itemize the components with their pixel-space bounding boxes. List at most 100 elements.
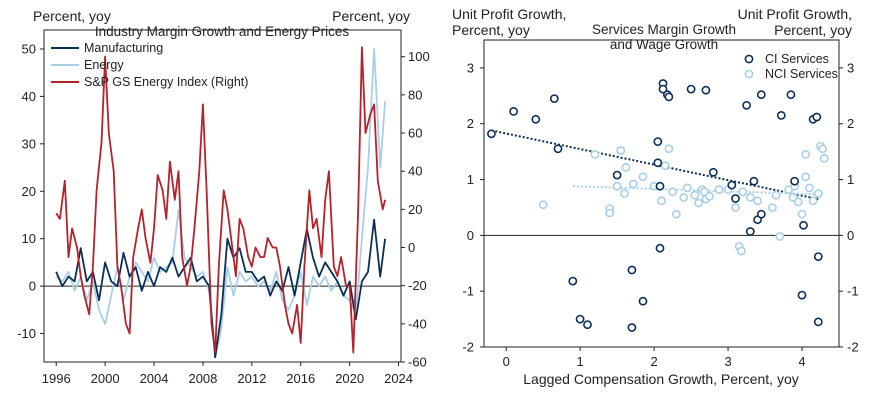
- right-ytick-label: 2: [467, 116, 474, 131]
- left-right-ytick-label: 0: [408, 240, 415, 255]
- right-ytick-label: 1: [467, 172, 474, 187]
- point-ci-services: [745, 227, 755, 236]
- point-nci-services: [690, 190, 700, 200]
- legend-label-energy: Energy: [84, 58, 124, 72]
- point-nci-services: [818, 144, 828, 154]
- left-xtick-label: 2012: [237, 371, 266, 386]
- legend-label-ci-services: CI Services: [765, 52, 829, 66]
- left-ytick-label: 40: [22, 89, 36, 104]
- point-ci-services: [727, 180, 737, 190]
- left-xtick-label: 2004: [140, 371, 169, 386]
- point-nci-services: [616, 146, 626, 155]
- point-ci-services: [708, 167, 718, 177]
- right-right-ytick-label: 1: [847, 172, 854, 187]
- point-nci-services: [660, 161, 670, 170]
- left-right-ytick-label: 60: [408, 126, 422, 141]
- right-ytick-label: -1: [462, 284, 474, 299]
- point-nci-services: [671, 209, 681, 219]
- left-right-ytick-label: 20: [408, 202, 422, 217]
- point-nci-services: [705, 191, 714, 201]
- point-ci-services: [686, 84, 696, 94]
- right-ytick-label: 3: [467, 60, 474, 75]
- point-nci-services: [753, 196, 762, 206]
- point-ci-services: [627, 323, 637, 332]
- right-chart-title-line2: and Wage Growth: [610, 37, 718, 52]
- point-ci-services: [813, 252, 823, 261]
- right-right-ytick-label: -1: [847, 284, 859, 299]
- left-right-ytick-label: -60: [408, 355, 427, 370]
- left-ytick-label: -10: [17, 326, 36, 341]
- series-line-s-p-gs-energy-index-right: [55, 46, 386, 354]
- point-nci-services: [797, 209, 807, 219]
- point-nci-services: [808, 196, 818, 206]
- point-ci-services: [509, 107, 518, 116]
- legend-marker-ci-services: [744, 54, 754, 64]
- right-chart-title-line1: Services Margin Growth: [592, 22, 736, 37]
- right-right-ytick-label: -2: [847, 340, 859, 355]
- legend-marker-nci-services: [744, 69, 754, 79]
- point-ci-services: [731, 194, 740, 203]
- series-line-manufacturing: [55, 218, 386, 359]
- left-ytick-label: 10: [22, 231, 36, 246]
- point-ci-services: [756, 90, 766, 100]
- left-ylabel-left: Percent, yoy: [33, 8, 111, 24]
- left-legend: Manufacturing Energy S&P GS Energy Index…: [51, 41, 248, 89]
- point-nci-services: [737, 246, 746, 256]
- point-nci-services: [768, 203, 777, 212]
- point-nci-services: [657, 196, 666, 206]
- point-ci-services: [790, 176, 799, 186]
- point-nci-services: [801, 172, 811, 182]
- point-nci-services: [731, 203, 740, 212]
- point-ci-services: [813, 317, 823, 327]
- point-nci-services: [605, 208, 615, 218]
- point-ci-services: [797, 290, 807, 300]
- point-nci-services: [683, 183, 692, 193]
- left-ytick-label: 20: [22, 184, 36, 199]
- right-xlabel: Lagged Compensation Growth, Percent, yoy: [523, 371, 799, 387]
- point-ci-services: [653, 158, 663, 168]
- point-ci-services: [655, 243, 665, 253]
- point-ci-services: [653, 137, 663, 146]
- right-ytick-label: -2: [462, 340, 474, 355]
- point-nci-services: [805, 183, 814, 193]
- right-legend: CI Services NCI Services: [744, 52, 838, 81]
- right-xtick-label: 3: [724, 354, 731, 369]
- point-nci-services: [668, 187, 677, 197]
- point-nci-services: [620, 189, 629, 198]
- left-right-ytick-label: -20: [408, 278, 427, 293]
- point-nci-services: [714, 185, 724, 194]
- right-chart: Unit Profit Growth, Percent, yoy Unit Pr…: [452, 6, 859, 387]
- left-xtick-label: 2016: [286, 371, 315, 386]
- right-plot-frame: [483, 39, 840, 348]
- right-xtick-label: 4: [798, 354, 805, 369]
- point-nci-services: [745, 192, 755, 202]
- point-ci-services: [799, 220, 808, 230]
- left-ytick-label: 50: [22, 41, 36, 56]
- point-ci-services: [549, 94, 559, 103]
- right-xtick-label: 1: [577, 354, 584, 369]
- right-ylabel-right-line2: Percent, yoy: [774, 22, 852, 38]
- point-nci-services: [813, 189, 823, 198]
- point-nci-services: [679, 192, 689, 202]
- point-nci-services: [775, 232, 785, 241]
- right-xtick-label: 0: [503, 354, 510, 369]
- left-ytick-label: 0: [29, 279, 36, 294]
- point-nci-services: [738, 187, 748, 197]
- point-ci-services: [531, 114, 541, 124]
- right-xtick-label: 2: [650, 354, 657, 369]
- point-ci-services: [701, 85, 711, 95]
- point-ci-services: [568, 276, 578, 286]
- point-ci-services: [612, 170, 622, 180]
- left-chart-title: Industry Margin Growth and Energy Prices: [95, 24, 350, 39]
- point-ci-services: [627, 265, 637, 275]
- point-ci-services: [638, 296, 648, 306]
- legend-label-manufacturing: Manufacturing: [84, 41, 163, 55]
- point-ci-services: [658, 84, 668, 94]
- point-ci-services: [742, 100, 751, 110]
- point-ci-services: [575, 314, 585, 324]
- left-ytick-label: 30: [22, 136, 36, 151]
- point-nci-services: [638, 172, 648, 182]
- right-right-ytick-label: 0: [847, 228, 854, 243]
- right-ylabel-left-line2: Percent, yoy: [452, 22, 530, 38]
